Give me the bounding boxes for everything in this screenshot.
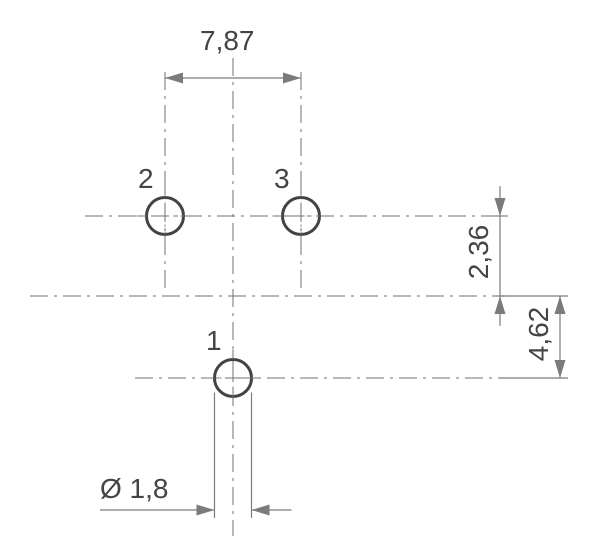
hole-1-label: 1	[206, 325, 222, 356]
engineering-drawing: 1 2 3 7,87 2,36 4,62 Ø 1,8	[0, 0, 590, 536]
dim-462-text: 4,62	[523, 307, 554, 362]
dim-236-text: 2,36	[463, 225, 494, 280]
dim-787-text: 7,87	[200, 25, 255, 56]
dim-dia-text: Ø 1,8	[100, 473, 168, 504]
hole-2-label: 2	[138, 163, 154, 194]
hole-3-label: 3	[274, 163, 290, 194]
